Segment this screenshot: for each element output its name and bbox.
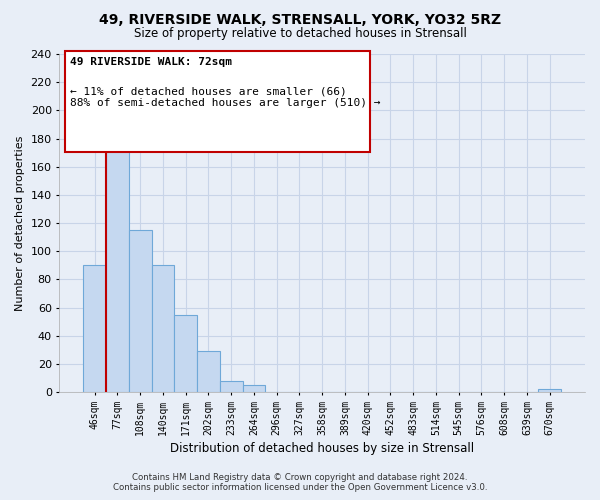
Text: 49 RIVERSIDE WALK: 72sqm: 49 RIVERSIDE WALK: 72sqm xyxy=(70,58,232,68)
X-axis label: Distribution of detached houses by size in Strensall: Distribution of detached houses by size … xyxy=(170,442,474,455)
Bar xyxy=(129,230,152,392)
Text: Size of property relative to detached houses in Strensall: Size of property relative to detached ho… xyxy=(134,28,466,40)
Bar xyxy=(197,352,220,392)
Bar xyxy=(220,381,242,392)
Y-axis label: Number of detached properties: Number of detached properties xyxy=(15,136,25,311)
FancyBboxPatch shape xyxy=(65,50,370,152)
Bar xyxy=(106,132,129,392)
Text: Contains HM Land Registry data © Crown copyright and database right 2024.
Contai: Contains HM Land Registry data © Crown c… xyxy=(113,473,487,492)
Bar xyxy=(538,390,561,392)
Bar xyxy=(83,266,106,392)
Text: 49, RIVERSIDE WALK, STRENSALL, YORK, YO32 5RZ: 49, RIVERSIDE WALK, STRENSALL, YORK, YO3… xyxy=(99,12,501,26)
Bar xyxy=(175,314,197,392)
Bar xyxy=(242,385,265,392)
Text: ← 11% of detached houses are smaller (66)
88% of semi-detached houses are larger: ← 11% of detached houses are smaller (66… xyxy=(70,86,380,108)
Bar xyxy=(152,266,175,392)
